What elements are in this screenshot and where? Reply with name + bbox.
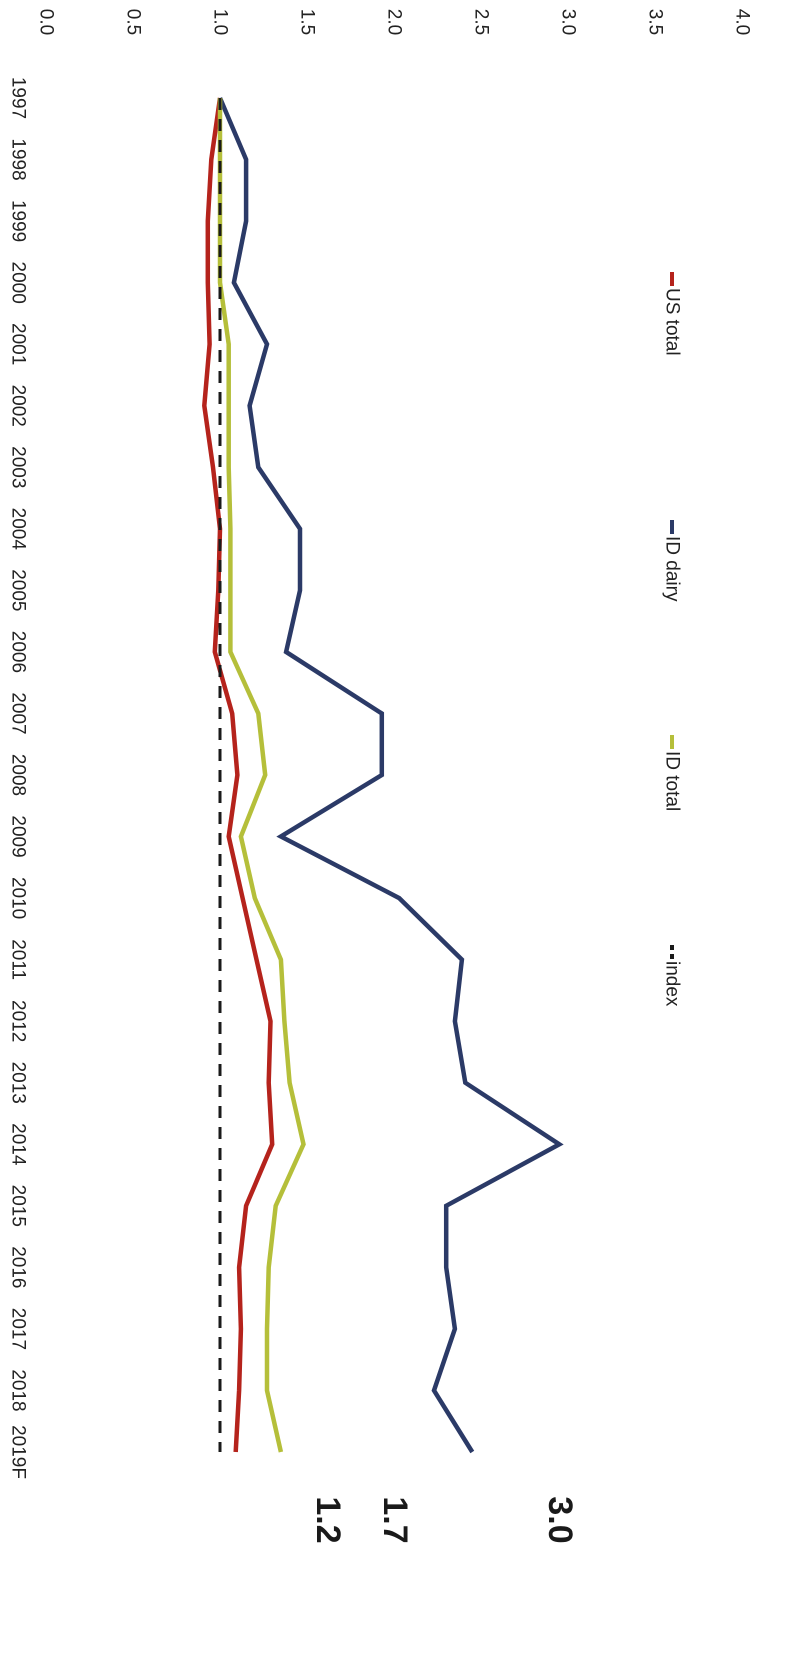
x-tick-label: 2015 [8,1185,29,1227]
series-layer [202,97,564,1454]
x-tick-label: 2017 [8,1308,29,1350]
y-tick-label: 4.0 [732,9,753,35]
series-line-id-total [217,98,306,1453]
x-tick-label: 2018 [8,1369,29,1411]
legend-label-id-total: ID total [662,751,683,811]
x-tick-label: 2016 [8,1246,29,1288]
x-tick-label: 2002 [8,385,29,427]
x-tick-label: 2004 [8,508,29,551]
x-tick-label: 2010 [8,877,29,919]
y-tick-label: 2.0 [384,9,405,35]
y-tick-label: 0.5 [123,9,144,35]
y-tick-label: 1.0 [210,9,231,35]
y-tick-label: 2.5 [471,9,492,35]
x-tick-label: 1997 [8,77,29,119]
x-tick-label: 2008 [8,754,29,796]
legend-label-id-dairy: ID dairy [662,536,683,602]
x-tick-label: 2019F [8,1425,29,1479]
legend-label-index: index [662,961,683,1007]
x-tick-label: 2012 [7,1000,28,1042]
y-tick-label: 3.0 [558,9,579,35]
x-tick-label: 1999 [8,200,29,242]
x-tick-label: 1998 [8,138,29,180]
end-value-label: 3.0 [541,1496,579,1543]
end-value-labels: 3.0 1.7 1.2 [309,1496,579,1543]
x-tick-label: 2000 [8,261,29,303]
series-line-id-dairy [217,97,564,1454]
legend-label-us-total: US total [662,288,683,356]
y-axis-ticks: 0.0 0.5 1.0 1.5 2.0 2.5 3.0 3.5 4.0 [36,9,753,35]
legend: US total ID dairy ID total index [662,272,683,1007]
x-tick-label: 2014 [8,1123,29,1166]
x-axis-ticks: 1997 1998 1999 2000 2001 2002 2003 2004 2005 2006… [7,77,28,1479]
x-tick-label: 2003 [8,446,29,488]
plot-area [202,97,564,1454]
x-tick-label: 2009 [8,815,29,857]
y-tick-label: 1.5 [297,9,318,35]
end-value-label: 1.7 [376,1496,414,1543]
y-tick-label: 0.0 [36,9,57,35]
end-value-label: 1.2 [309,1496,347,1543]
x-tick-label: 2011 [8,939,29,980]
series-line-us-total [202,97,275,1453]
x-tick-label: 2001 [8,323,29,365]
x-tick-label: 2005 [8,569,29,611]
x-tick-label: 2006 [8,631,29,673]
x-tick-label: 2007 [8,692,29,734]
x-tick-label: 2013 [8,1062,29,1104]
y-tick-label: 3.5 [645,9,666,35]
